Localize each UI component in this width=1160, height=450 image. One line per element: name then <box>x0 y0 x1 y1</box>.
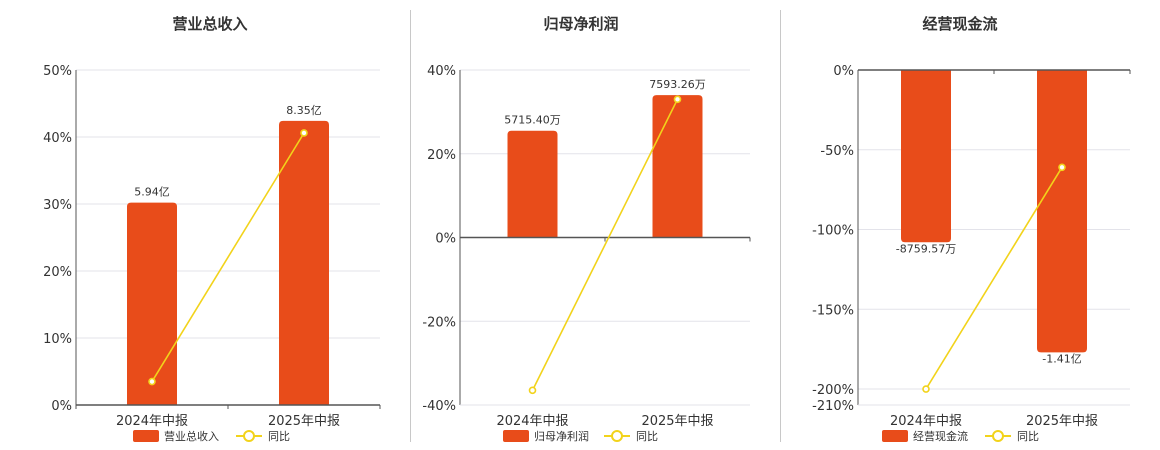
chart-panel-revenue: 营业总收入 50% 40% 30% 20% 10% 0% 5.94亿 8.35亿 2024年… <box>0 0 400 450</box>
y-tick-label: -100% <box>812 224 854 239</box>
y-tick-label: 0% <box>51 399 72 414</box>
y-tick-label: 20% <box>427 148 456 163</box>
yoy-point[interactable] <box>673 95 682 104</box>
bar-data-label: 5715.40万 <box>504 114 561 127</box>
legend-bar-swatch[interactable] <box>133 430 159 442</box>
legend-bar-label[interactable]: 营业总收入 <box>164 429 219 443</box>
legend-bar-label[interactable]: 经营现金流 <box>913 429 968 443</box>
bar-data-label: 8.35亿 <box>286 104 322 117</box>
x-category-label: 2024年中报 <box>496 414 568 429</box>
y-tick-label: -50% <box>820 144 854 159</box>
chart-title: 归母净利润 <box>543 15 618 33</box>
legend-line-marker <box>243 430 255 442</box>
y-tick-label: -20% <box>422 315 456 330</box>
y-tick-label: 0% <box>833 64 854 79</box>
bar[interactable] <box>279 120 329 406</box>
y-tick-label: 10% <box>43 332 72 347</box>
legend-bar-swatch[interactable] <box>882 430 908 442</box>
bar[interactable] <box>127 202 177 405</box>
yoy-point[interactable] <box>148 377 156 386</box>
x-category-label: 2025年中报 <box>1026 414 1098 429</box>
bar[interactable] <box>901 70 951 243</box>
chart-panel-net-profit: 归母净利润 40% 20% 0% -20% -40% 5715.40万 7593.26万 … <box>422 15 751 443</box>
y-tick-label: -200% <box>812 383 854 398</box>
legend-bar-swatch[interactable] <box>503 430 529 442</box>
y-tick-label: -150% <box>812 303 854 318</box>
y-tick-label: 0% <box>435 232 456 247</box>
chart-title: 经营现金流 <box>922 15 997 33</box>
bar[interactable] <box>1037 70 1087 353</box>
y-tick-label: 30% <box>43 198 72 213</box>
x-category-label: 2024年中报 <box>890 414 962 429</box>
y-tick-label: 20% <box>43 265 72 280</box>
chart-svg-revenue: 营业总收入 50% 40% 30% 20% 10% 0% 5.94亿 8.35亿 2024年… <box>43 15 381 443</box>
bar[interactable] <box>652 95 703 238</box>
y-tick-label: 50% <box>43 64 72 79</box>
yoy-point[interactable] <box>922 385 930 393</box>
panel-divider <box>410 10 411 442</box>
legend-line-label[interactable]: 同比 <box>268 430 290 443</box>
yoy-line <box>151 132 305 382</box>
x-category-label: 2024年中报 <box>116 414 188 429</box>
y-tick-label: 40% <box>43 131 72 146</box>
legend-bar-label[interactable]: 归母净利润 <box>534 429 589 443</box>
chart-svg-net-profit: 归母净利润 40%20%0%-20%-40% 5715.40万7593.26万 … <box>422 15 751 443</box>
bar-data-label: -8759.57万 <box>896 242 956 255</box>
panel-divider <box>780 10 781 442</box>
yoy-point[interactable] <box>1058 163 1066 172</box>
bar-data-label: 5.94亿 <box>134 186 170 199</box>
yoy-point[interactable] <box>300 129 308 137</box>
legend-line-label[interactable]: 同比 <box>1017 430 1039 443</box>
y-tick-label: 40% <box>427 64 456 79</box>
legend-line-marker <box>992 430 1004 442</box>
yoy-line <box>925 166 1063 390</box>
yoy-line <box>531 98 679 391</box>
legend-line-marker <box>611 430 623 442</box>
x-category-label: 2025年中报 <box>268 414 340 429</box>
yoy-point[interactable] <box>528 386 537 395</box>
bar-data-label: 7593.26万 <box>649 78 706 91</box>
y-tick-label: -210% <box>812 399 854 414</box>
bar[interactable] <box>507 130 558 238</box>
chart-title: 营业总收入 <box>172 15 247 33</box>
legend-line-label[interactable]: 同比 <box>636 430 658 443</box>
y-tick-label: -40% <box>422 399 456 414</box>
bar-data-label: -1.41亿 <box>1042 352 1081 365</box>
x-category-label: 2025年中报 <box>641 414 713 429</box>
